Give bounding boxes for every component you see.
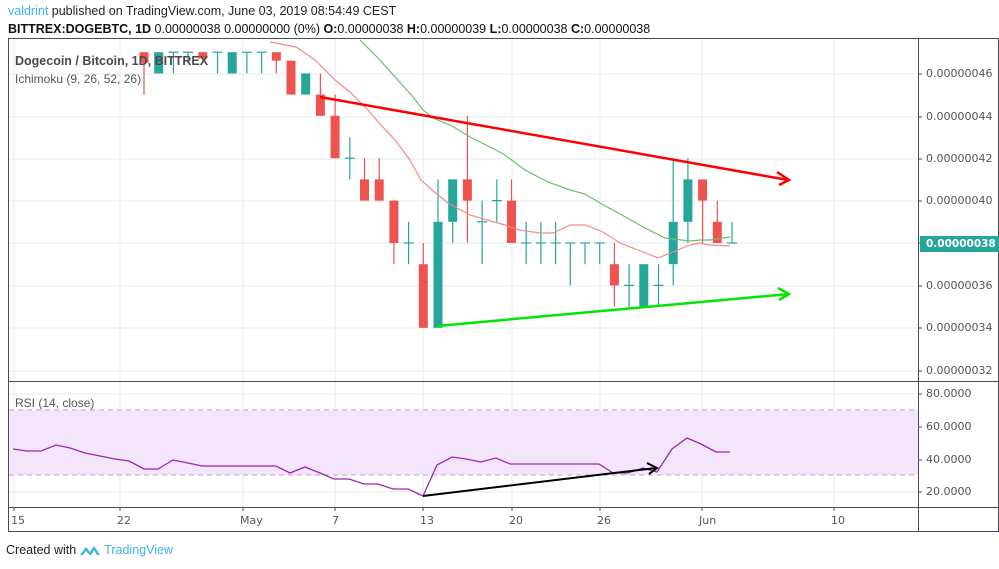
rsi-divergence-line bbox=[422, 467, 657, 497]
high-label: H: bbox=[406, 22, 421, 36]
tradingview-logo-icon bbox=[80, 546, 101, 555]
candle bbox=[374, 158, 384, 201]
candle bbox=[462, 115, 472, 243]
candle bbox=[727, 221, 737, 244]
candle bbox=[168, 51, 179, 74]
candle bbox=[360, 158, 369, 201]
publish-info: valdrint published on TradingView.com, J… bbox=[8, 4, 396, 18]
chart-title: Dogecoin / Bitcoin, 1D, BITTREX bbox=[15, 54, 209, 68]
candle bbox=[550, 221, 561, 265]
tradingview-brand-link[interactable]: TradingView bbox=[104, 543, 173, 557]
candle bbox=[271, 52, 281, 74]
symbol-info: BITTREX:DOGEBTC, 1D 0.00000038 0.0000000… bbox=[8, 22, 650, 36]
ichimoku-legend[interactable]: Ichimoku (9, 26, 52, 26) bbox=[15, 72, 142, 86]
candle bbox=[580, 242, 590, 265]
candle bbox=[433, 179, 443, 328]
rsi-tick-label: 80.0000 bbox=[926, 387, 972, 400]
candle bbox=[609, 243, 619, 307]
price-tick-label: 0.00000046 bbox=[926, 67, 993, 80]
rsi-tick-label: 20.0000 bbox=[926, 485, 972, 498]
open-value: 0.00000038 bbox=[337, 22, 404, 36]
axis-ticks bbox=[13, 73, 922, 511]
candle bbox=[198, 52, 208, 63]
candle bbox=[344, 137, 355, 180]
time-tick-label: 22 bbox=[117, 514, 131, 527]
last-price: 0.00000038 bbox=[154, 22, 221, 36]
candle bbox=[565, 242, 576, 286]
candle bbox=[639, 264, 649, 307]
candle bbox=[139, 52, 149, 95]
time-tick-label: 15 bbox=[11, 514, 25, 527]
price-tick-label: 0.00000036 bbox=[926, 279, 993, 292]
candle bbox=[668, 158, 678, 286]
candle bbox=[683, 158, 693, 243]
time-tick-label: 13 bbox=[420, 514, 434, 527]
close-value: 0.00000038 bbox=[584, 22, 651, 36]
candle bbox=[389, 200, 399, 265]
time-tick-label: 20 bbox=[509, 514, 523, 527]
candle bbox=[212, 51, 223, 74]
price-tick-label: 0.00000042 bbox=[926, 152, 993, 165]
candle bbox=[403, 221, 414, 265]
candle bbox=[712, 200, 722, 243]
close-label: C: bbox=[570, 22, 585, 36]
time-tick-label: May bbox=[240, 514, 263, 527]
candle bbox=[183, 51, 194, 63]
low-label: L: bbox=[489, 22, 502, 36]
rsi-tick-label: 60.0000 bbox=[926, 420, 972, 433]
kijun-line bbox=[359, 39, 731, 242]
rsi-legend[interactable]: RSI (14, close) bbox=[15, 396, 95, 410]
time-tick-label: 26 bbox=[597, 514, 611, 527]
candle bbox=[653, 264, 664, 307]
author-link[interactable]: valdrint bbox=[8, 4, 49, 18]
candle bbox=[286, 60, 296, 95]
candle bbox=[624, 264, 635, 307]
candle bbox=[330, 94, 340, 159]
candle bbox=[418, 243, 428, 328]
candle bbox=[698, 179, 708, 243]
resistance-trendline bbox=[319, 95, 789, 182]
footer: Created with TradingView bbox=[6, 543, 173, 557]
candle bbox=[227, 52, 237, 74]
time-tick-label: Jun bbox=[699, 514, 717, 527]
time-tick-label: 10 bbox=[831, 514, 845, 527]
candle bbox=[256, 51, 267, 74]
rsi-divergence-arrowhead bbox=[646, 462, 659, 475]
low-value: 0.00000038 bbox=[501, 22, 568, 36]
candle bbox=[154, 52, 164, 74]
rsi-line bbox=[12, 437, 730, 497]
rsi-band bbox=[9, 410, 918, 475]
published-text: published on TradingView.com, June 03, 2… bbox=[51, 4, 397, 18]
open-label: O: bbox=[323, 22, 338, 36]
price-tick-label: 0.00000034 bbox=[926, 321, 993, 334]
price-tick-label: 0.00000032 bbox=[926, 364, 993, 377]
candle bbox=[594, 242, 605, 265]
rsi-tick-label: 40.0000 bbox=[926, 453, 972, 466]
time-tick-label: 7 bbox=[332, 514, 339, 527]
candle bbox=[301, 73, 311, 95]
created-with-text: Created with bbox=[6, 543, 77, 557]
support-arrowhead bbox=[777, 286, 792, 302]
resistance-arrowhead bbox=[776, 170, 792, 187]
candle bbox=[521, 221, 532, 265]
high-value: 0.00000039 bbox=[420, 22, 487, 36]
price-change: 0.00000000 (0%) bbox=[224, 22, 320, 36]
candlestick-series bbox=[139, 51, 737, 328]
candle bbox=[535, 221, 546, 265]
candle bbox=[507, 179, 516, 243]
current-price-badge: 0.00000038 bbox=[920, 236, 999, 252]
price-tick-label: 0.00000044 bbox=[926, 110, 993, 123]
candle bbox=[241, 51, 252, 74]
price-tick-label: 0.00000040 bbox=[926, 194, 993, 207]
symbol-label: BITTREX:DOGEBTC, 1D bbox=[8, 22, 152, 36]
candle bbox=[477, 200, 488, 265]
support-trendline bbox=[436, 292, 790, 328]
candle bbox=[491, 179, 502, 222]
candle bbox=[315, 73, 325, 116]
candle bbox=[448, 179, 458, 243]
